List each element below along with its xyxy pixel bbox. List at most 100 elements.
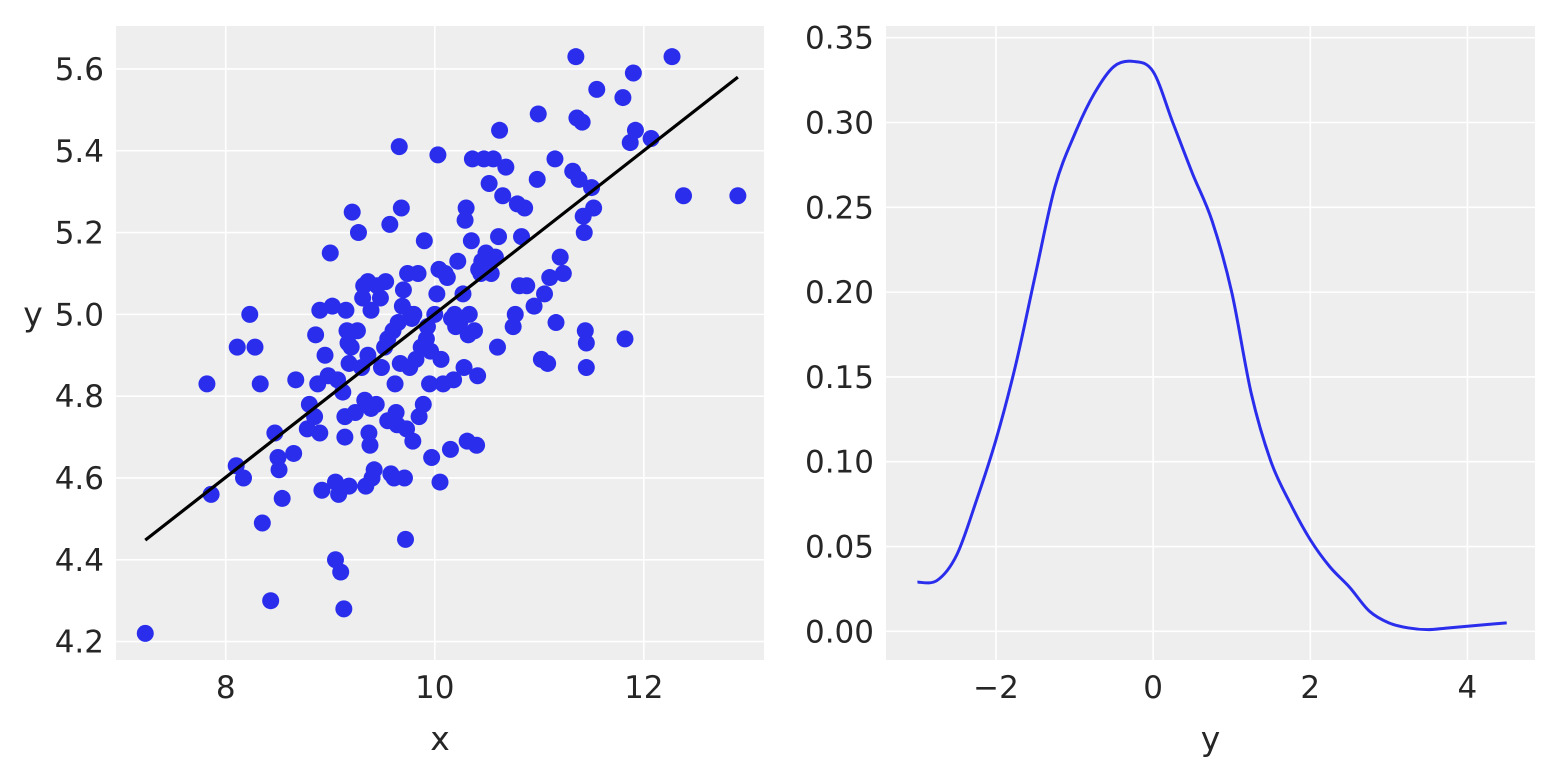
- scatter-point: [337, 301, 355, 319]
- scatter-point: [323, 297, 341, 315]
- scatter-point: [429, 146, 447, 164]
- scatter-point: [528, 170, 546, 188]
- scatter-point: [546, 150, 564, 168]
- scatter-y-tick-label: 5.2: [55, 216, 104, 252]
- scatter-point: [488, 338, 506, 356]
- density-y-tick-label: 0.10: [805, 445, 874, 481]
- scatter-point: [405, 305, 423, 323]
- scatter-y-axis-label: y: [23, 294, 43, 333]
- scatter-point: [392, 199, 410, 217]
- scatter-point: [525, 297, 543, 315]
- scatter-point: [529, 105, 547, 123]
- scatter-point: [624, 64, 642, 82]
- scatter-point: [336, 428, 354, 446]
- scatter-point: [360, 424, 378, 442]
- scatter-point: [539, 354, 557, 372]
- scatter-point: [518, 277, 536, 295]
- scatter-point: [381, 215, 399, 233]
- density-x-tick-label: 0: [1143, 670, 1163, 706]
- scatter-point: [455, 359, 473, 377]
- scatter-point: [573, 113, 591, 131]
- scatter-point: [577, 359, 595, 377]
- density-curve: [917, 59, 1507, 632]
- scatter-point: [482, 264, 500, 282]
- density-y-tick-label: 0.00: [805, 614, 874, 650]
- scatter-point: [227, 457, 245, 475]
- scatter-point: [675, 187, 693, 205]
- scatter-point: [404, 432, 422, 450]
- scatter-point: [361, 436, 379, 454]
- scatter-point: [431, 473, 449, 491]
- scatter-point: [506, 305, 524, 323]
- scatter-point: [415, 232, 433, 250]
- density-panel: −2 0 2 4 0.00 0.05 0.10 0.15 0.20 0.25 0.30 0.35 y: [805, 21, 1535, 758]
- scatter-point: [432, 350, 450, 368]
- scatter-point: [577, 334, 595, 352]
- scatter-point: [372, 359, 390, 377]
- scatter-point: [342, 338, 360, 356]
- scatter-point: [449, 252, 467, 270]
- density-y-tick-label: 0.35: [805, 21, 874, 57]
- density-plot-background: [886, 26, 1535, 660]
- scatter-point: [362, 301, 380, 319]
- scatter-point: [414, 395, 432, 413]
- scatter-points: [136, 48, 747, 642]
- scatter-point: [348, 322, 366, 340]
- scatter-plot-background: [116, 26, 764, 660]
- scatter-y-tick-label: 4.2: [55, 625, 104, 661]
- scatter-point: [438, 269, 456, 287]
- density-y-tick-label: 0.20: [805, 275, 874, 311]
- scatter-point: [311, 424, 329, 442]
- scatter-point: [270, 461, 288, 479]
- scatter-point: [547, 314, 565, 332]
- scatter-point: [349, 224, 367, 242]
- scatter-point: [313, 481, 331, 499]
- scatter-point: [626, 121, 644, 139]
- scatter-point: [441, 440, 459, 458]
- scatter-point: [307, 326, 325, 344]
- scatter-y-tick-label: 5.4: [55, 134, 104, 170]
- scatter-x-tick-label: 10: [415, 670, 454, 706]
- scatter-point: [480, 174, 498, 192]
- scatter-point: [387, 404, 405, 422]
- scatter-point: [346, 404, 364, 422]
- scatter-point: [273, 489, 291, 507]
- scatter-point: [251, 375, 269, 393]
- scatter-y-tick-label: 4.6: [55, 461, 104, 497]
- scatter-point: [316, 346, 334, 364]
- scatter-point: [246, 338, 264, 356]
- density-y-tick-label: 0.15: [805, 360, 874, 396]
- scatter-point: [367, 395, 385, 413]
- scatter-point: [567, 48, 585, 66]
- scatter-y-tick-labels: 4.2 4.4 4.6 4.8 5.0 5.2 5.4 5.6: [55, 52, 104, 661]
- scatter-x-axis-label: x: [430, 719, 450, 758]
- scatter-point: [536, 285, 554, 303]
- scatter-point: [421, 375, 439, 393]
- density-x-tick-label: −2: [973, 670, 1019, 706]
- scatter-x-tick-labels: 8 10 12: [216, 670, 664, 706]
- scatter-point: [371, 289, 389, 307]
- scatter-point: [390, 138, 408, 156]
- scatter-point: [570, 170, 588, 188]
- scatter-point: [445, 371, 463, 389]
- density-y-tick-label: 0.25: [805, 190, 874, 226]
- scatter-point: [663, 48, 681, 66]
- scatter-point: [285, 444, 303, 462]
- scatter-point: [377, 273, 395, 291]
- scatter-point: [541, 269, 559, 287]
- scatter-point: [269, 449, 287, 467]
- scatter-point: [321, 244, 339, 262]
- scatter-point: [516, 199, 534, 217]
- scatter-point: [583, 179, 601, 197]
- scatter-point: [462, 232, 480, 250]
- scatter-point: [428, 285, 446, 303]
- scatter-point: [575, 224, 593, 242]
- scatter-point: [287, 371, 305, 389]
- scatter-point: [354, 289, 372, 307]
- scatter-point: [359, 346, 377, 364]
- scatter-point: [460, 305, 478, 323]
- scatter-point: [484, 150, 502, 168]
- density-x-tick-label: 2: [1300, 670, 1320, 706]
- scatter-point: [253, 514, 271, 532]
- density-x-axis-label: y: [1201, 719, 1221, 758]
